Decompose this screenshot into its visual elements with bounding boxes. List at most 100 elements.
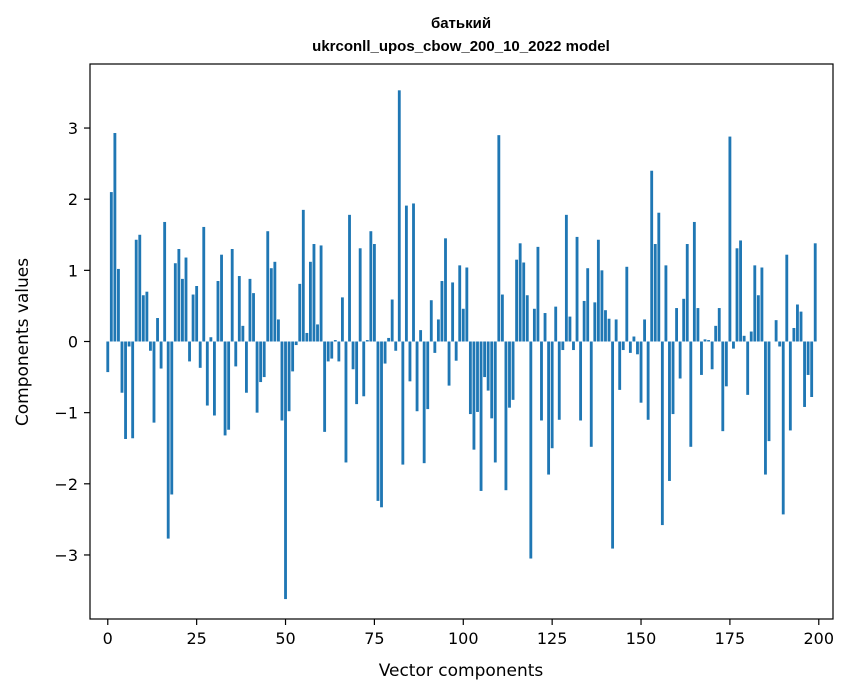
bar <box>387 337 391 342</box>
bar <box>227 341 231 430</box>
bar <box>131 341 135 439</box>
bar <box>774 320 778 342</box>
bar <box>276 319 280 342</box>
bar <box>628 341 632 353</box>
bar <box>707 340 710 342</box>
bar <box>618 341 622 390</box>
bar <box>753 265 757 342</box>
bar <box>330 341 334 359</box>
bar <box>291 341 295 372</box>
bar <box>525 295 529 342</box>
bar <box>447 341 451 386</box>
y-axis-ticks: −3 −2 −1 0 1 2 3 <box>54 119 90 565</box>
bar <box>764 341 767 475</box>
chart-title: батький <box>431 15 491 32</box>
x-tick-label: 175 <box>715 629 746 648</box>
bar <box>344 341 348 463</box>
bar <box>579 341 583 421</box>
bar <box>202 226 206 342</box>
bar <box>472 341 476 450</box>
bar <box>422 341 426 464</box>
chart-subtitle: ukrconll_upos_cbow_200_10_2022 model <box>312 38 610 55</box>
bar <box>532 308 536 342</box>
bar <box>632 336 636 342</box>
bar <box>586 268 590 342</box>
bar <box>675 308 679 342</box>
bar <box>358 248 362 342</box>
bar <box>536 246 540 342</box>
bar <box>504 341 508 491</box>
bar <box>269 268 273 342</box>
y-tick-label: −2 <box>54 475 78 494</box>
bar <box>188 341 191 362</box>
bar <box>397 90 401 342</box>
bar <box>173 263 177 342</box>
bar <box>113 133 117 342</box>
bar <box>479 341 483 491</box>
bar <box>244 341 248 393</box>
bar <box>401 341 405 465</box>
bar <box>191 294 195 342</box>
bar <box>614 319 618 342</box>
x-axis-ticks: 0 25 50 75 100 125 150 175 200 <box>103 619 834 648</box>
bar <box>177 249 181 342</box>
bar <box>316 324 319 342</box>
bar <box>252 293 255 342</box>
bar <box>220 254 223 342</box>
bar <box>340 297 344 342</box>
bar <box>657 212 661 342</box>
bar <box>319 245 323 342</box>
bar <box>508 341 511 408</box>
bar <box>785 254 789 342</box>
bar <box>230 249 234 342</box>
bar <box>810 341 814 397</box>
y-tick-label: 2 <box>68 190 78 209</box>
bar <box>106 341 110 373</box>
bar <box>607 318 611 342</box>
bar <box>369 231 373 342</box>
bar <box>781 341 785 515</box>
bar <box>476 341 479 412</box>
bar <box>461 308 465 342</box>
bar <box>561 341 565 351</box>
bar <box>141 295 145 342</box>
bar <box>625 266 629 342</box>
bar <box>429 300 433 342</box>
bar <box>518 243 522 342</box>
x-tick-label: 0 <box>103 629 113 648</box>
bar <box>468 341 472 415</box>
bar <box>621 341 625 351</box>
bar <box>490 341 494 419</box>
y-tick-label: 0 <box>68 333 78 352</box>
bar <box>298 283 302 342</box>
bar <box>717 308 721 342</box>
bar <box>582 300 586 342</box>
bar <box>493 341 497 463</box>
bar <box>554 306 558 342</box>
bar <box>458 265 462 342</box>
bar <box>181 278 184 342</box>
bar <box>152 341 156 423</box>
bar <box>426 341 430 410</box>
bar <box>237 276 241 342</box>
bar <box>184 257 188 342</box>
bar <box>234 341 238 367</box>
bar <box>643 319 647 342</box>
bar <box>444 238 447 342</box>
bar <box>714 325 718 342</box>
bar <box>788 341 792 431</box>
bars-group <box>106 90 817 600</box>
bar <box>678 341 682 379</box>
bar <box>156 318 159 342</box>
bar <box>483 341 487 378</box>
bar <box>408 341 412 382</box>
bar <box>348 214 351 342</box>
y-axis-label: Components values <box>13 258 33 426</box>
bar <box>671 341 675 415</box>
bar <box>660 341 664 526</box>
bar <box>689 341 693 447</box>
bar <box>213 341 216 416</box>
bar <box>664 265 668 342</box>
bar <box>280 341 284 421</box>
